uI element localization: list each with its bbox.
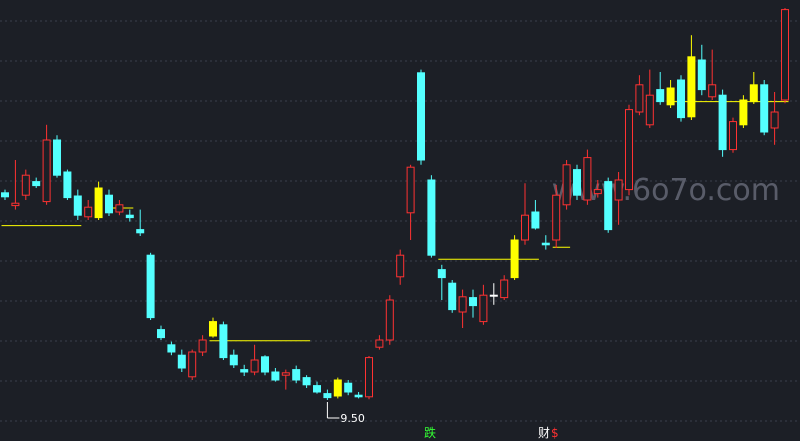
candle-body xyxy=(32,181,41,187)
candle-body xyxy=(125,214,134,219)
candle-body xyxy=(240,369,249,373)
candle-body xyxy=(63,171,72,199)
candle-body xyxy=(261,356,269,373)
candle-body xyxy=(396,254,405,278)
candle-body xyxy=(510,239,519,279)
candle-body xyxy=(281,372,290,376)
candle-body xyxy=(635,84,644,113)
candle-body xyxy=(250,359,259,373)
candle-body xyxy=(188,351,197,378)
candle-body xyxy=(500,279,509,299)
candle-body xyxy=(489,294,498,297)
candle-body xyxy=(344,382,353,393)
candle-body xyxy=(781,9,789,101)
candle-body xyxy=(271,371,280,381)
candle-body xyxy=(105,194,113,214)
candle-body xyxy=(219,324,228,359)
candle-body xyxy=(354,394,363,398)
candle-body xyxy=(687,56,696,118)
candle-body xyxy=(479,294,488,323)
grid xyxy=(0,20,800,422)
candle-body xyxy=(718,94,727,151)
candle-body xyxy=(333,379,342,397)
candle-body xyxy=(73,195,82,216)
candle-body xyxy=(625,109,633,191)
candle-body xyxy=(375,339,384,348)
candle-body xyxy=(42,139,51,203)
candle-body xyxy=(94,187,103,219)
candle-body xyxy=(760,84,769,133)
candle-body xyxy=(645,94,654,126)
candle-body xyxy=(458,296,467,313)
candle-body xyxy=(136,229,145,234)
low-label: 9.50 xyxy=(340,412,365,425)
candle-body xyxy=(562,164,571,206)
candle-body xyxy=(697,59,706,91)
candle-body xyxy=(708,84,717,98)
candle-body xyxy=(177,354,186,369)
candle-body xyxy=(209,321,217,337)
candle-body xyxy=(469,297,477,307)
candle-body xyxy=(323,393,332,399)
candle-body xyxy=(448,282,457,311)
candle-body xyxy=(302,377,311,386)
candle-body xyxy=(385,299,394,341)
candle-body xyxy=(84,206,93,218)
candle-body xyxy=(593,189,602,195)
candle-body xyxy=(437,269,446,279)
candle-body xyxy=(229,354,238,366)
candle-body xyxy=(770,111,779,129)
candle-body xyxy=(417,72,425,161)
candle-body xyxy=(167,344,176,353)
marker: 跌 xyxy=(424,425,436,440)
candle-body xyxy=(115,204,124,213)
candle-body xyxy=(427,179,436,256)
candle-body xyxy=(531,211,540,229)
candle-body xyxy=(749,84,758,103)
candle-body xyxy=(583,157,592,201)
candle-body xyxy=(406,166,415,214)
candle-body xyxy=(541,242,550,246)
candle-body xyxy=(614,179,623,201)
candle-body xyxy=(552,194,561,241)
candle-body xyxy=(21,174,30,196)
candle-body xyxy=(53,139,61,176)
candle-body xyxy=(656,89,665,103)
candle-body xyxy=(146,254,155,319)
candle-body xyxy=(313,385,321,393)
candle-body xyxy=(157,329,165,339)
candle-body xyxy=(729,121,737,151)
candle-body xyxy=(198,339,207,353)
marker: $ xyxy=(551,426,559,440)
marker: 财 xyxy=(538,426,550,440)
candle-body xyxy=(666,87,675,106)
candle-body xyxy=(677,79,685,119)
candle-body xyxy=(604,181,613,231)
candle-body xyxy=(292,369,301,381)
candle-body xyxy=(11,202,20,207)
candle-body xyxy=(1,192,9,198)
candle-body xyxy=(573,169,581,196)
candle-body xyxy=(365,357,373,398)
candle-body xyxy=(521,214,529,241)
candle-body xyxy=(739,99,748,126)
